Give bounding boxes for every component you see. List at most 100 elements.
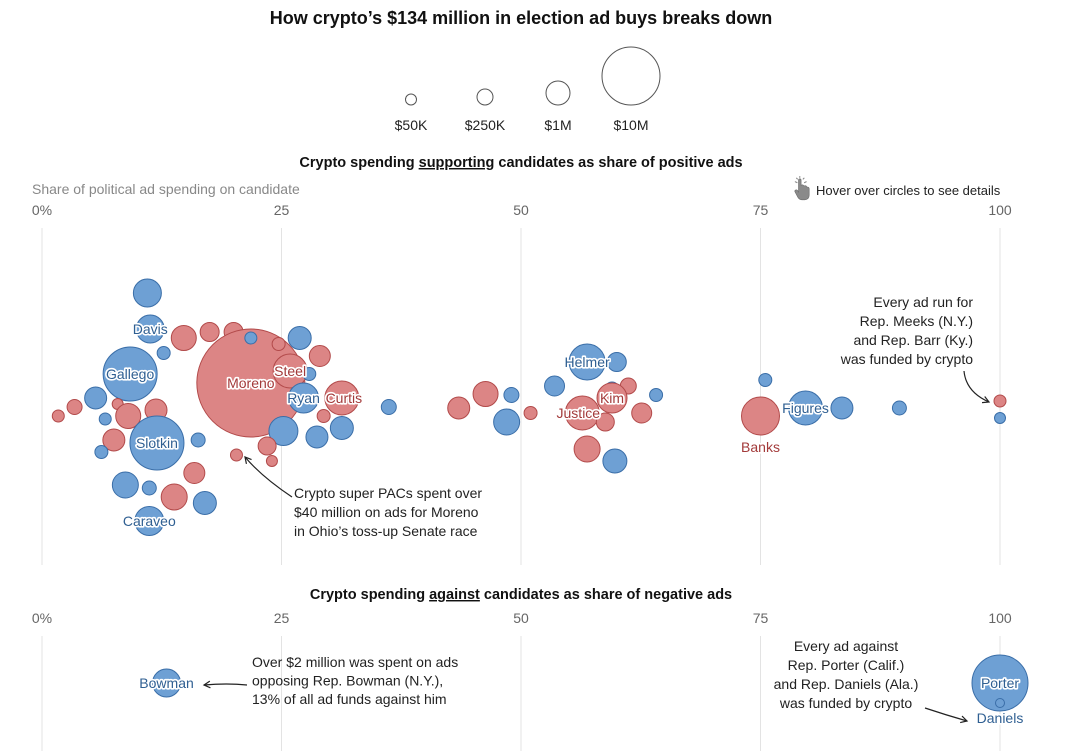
bubble[interactable] [891, 400, 907, 416]
x-tick-label: 25 [274, 610, 290, 626]
bubble[interactable] [111, 471, 139, 499]
bubble[interactable] [66, 399, 83, 415]
bubble[interactable] [523, 406, 538, 420]
hover-hint-text: Hover over circles to see details [816, 183, 1001, 198]
hover-hint: Hover over circles to see details [794, 175, 1001, 201]
bubble-daniels[interactable] [995, 698, 1005, 708]
size-legend-circle [476, 88, 494, 106]
bubble[interactable] [316, 409, 331, 423]
bubble[interactable] [606, 352, 627, 372]
bubble[interactable] [257, 436, 277, 456]
bubble[interactable] [503, 387, 520, 403]
bubble[interactable] [573, 435, 601, 463]
arrowhead-icon [244, 456, 252, 464]
bubble-label-helmer: Helmer [565, 354, 610, 370]
x-tick-label: 0% [32, 202, 52, 218]
bubble[interactable] [183, 462, 206, 484]
bubble[interactable] [160, 483, 188, 511]
bubble-label-porter: Porter [981, 675, 1019, 691]
bubble[interactable] [994, 412, 1006, 424]
bubble[interactable] [830, 396, 854, 420]
bubble-label-caraveo: Caraveo [123, 513, 176, 529]
bubble[interactable] [229, 448, 243, 462]
bubble[interactable] [380, 399, 397, 415]
size-legend-circle [405, 93, 417, 106]
arrowhead-icon [202, 680, 211, 689]
bubble[interactable] [493, 408, 521, 436]
bubble[interactable] [758, 373, 773, 387]
x-tick-label: 50 [513, 610, 529, 626]
bubble[interactable] [544, 375, 566, 397]
bubble-label-banks: Banks [741, 439, 780, 455]
panel-title-against-key: against [429, 587, 480, 603]
bubble[interactable] [602, 448, 628, 474]
bubble[interactable] [447, 396, 471, 420]
x-tick-label: 50 [513, 202, 529, 218]
bubble-label-gallego: Gallego [106, 366, 154, 382]
bubble[interactable] [132, 278, 162, 308]
bubble-label-slotkin: Slotkin [136, 435, 178, 451]
bubble[interactable] [190, 432, 206, 448]
bubble[interactable] [84, 386, 108, 410]
bubble[interactable] [305, 425, 329, 449]
bubble[interactable] [302, 367, 317, 381]
bubble-label-daniels: Daniels [977, 710, 1024, 726]
axis-label-supporting: Share of political ad spending on candid… [32, 181, 300, 197]
arrowhead-icon [981, 396, 991, 404]
bubble[interactable] [98, 412, 112, 426]
panel-title-supporting: Crypto spending supporting candidates as… [299, 155, 742, 171]
bubble[interactable] [287, 326, 312, 350]
grid-against: 0% 25 50 75 100 [32, 610, 1012, 751]
annotation-porter: Every ad against Rep. Porter (Calif.) and … [774, 638, 919, 711]
bubble[interactable] [329, 416, 354, 440]
bubble[interactable] [268, 416, 299, 446]
bubble-caraveo[interactable] [134, 506, 165, 536]
bubble[interactable] [265, 455, 278, 467]
bubble[interactable] [94, 445, 109, 459]
bubble-curtis[interactable] [324, 380, 360, 416]
bubble[interactable] [993, 394, 1007, 408]
bubbles-supporting [51, 278, 1007, 536]
bubble[interactable] [472, 381, 499, 407]
size-legend: $50K $250K $1M $10M [395, 46, 661, 133]
bubble[interactable] [51, 409, 65, 423]
size-legend-circle [545, 80, 571, 106]
bubble[interactable] [649, 388, 664, 402]
bubble-ryan[interactable] [288, 382, 320, 414]
bubble[interactable] [308, 345, 331, 367]
arrowhead-icon [960, 715, 969, 724]
bubble-label-bowman: Bowman [139, 675, 193, 691]
bubble-label-davis: Davis [133, 321, 168, 337]
bubble[interactable] [192, 491, 217, 515]
bubble[interactable] [170, 325, 197, 351]
bubble[interactable] [199, 322, 220, 342]
bubble[interactable] [595, 412, 615, 432]
bubble-label-justice: Justice [557, 405, 601, 421]
bubble-figures[interactable] [788, 390, 824, 426]
bubble[interactable] [102, 428, 126, 452]
x-tick-label: 0% [32, 610, 52, 626]
bubble-davis[interactable] [135, 314, 165, 344]
bubble-porter[interactable] [971, 654, 1029, 712]
bubble-kim[interactable] [596, 382, 628, 414]
pointer-hand-icon [794, 175, 810, 201]
bubble[interactable] [156, 346, 171, 360]
bubble-bowman[interactable] [152, 668, 182, 698]
bubble[interactable] [631, 402, 653, 424]
bubble[interactable] [271, 337, 286, 351]
bubble[interactable] [244, 331, 258, 345]
bubble-slotkin[interactable] [129, 415, 185, 471]
grid-supporting: 0% 25 50 75 100 [32, 202, 1012, 565]
annotation-arrow-bowman [203, 683, 248, 686]
bubble-justice[interactable] [564, 395, 600, 431]
bubble-gallego[interactable] [102, 346, 158, 402]
bubble[interactable] [141, 480, 157, 496]
bubble-banks[interactable] [741, 396, 780, 436]
bubble-helmer[interactable] [568, 343, 606, 381]
size-legend-circle [601, 46, 661, 106]
size-legend-label: $250K [465, 117, 506, 133]
bubbles-against [152, 654, 1029, 712]
x-tick-label: 100 [988, 610, 1012, 626]
bubble[interactable] [115, 403, 142, 429]
